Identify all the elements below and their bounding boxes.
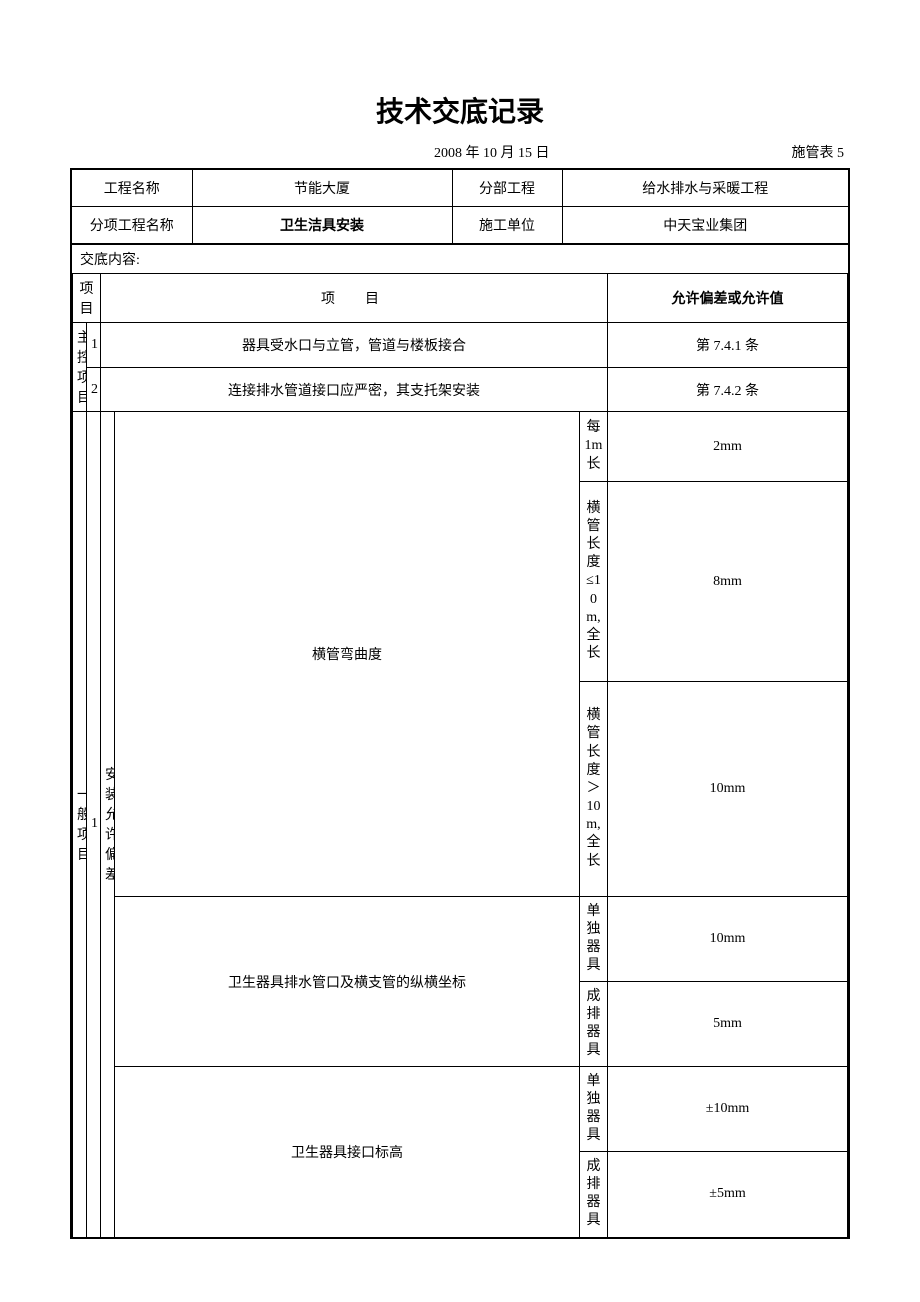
main-form: 工程名称 节能大厦 分部工程 给水排水与采暖工程 分项工程名称 卫生洁具安装 施… (70, 168, 850, 1239)
table-row: 主控项目 1 器具受水口与立管，管道与楼板接合 第 7.4.1 条 (73, 323, 848, 368)
row-tolerance: 第 7.4.1 条 (608, 323, 848, 368)
value-unit: 中天宝业集团 (562, 207, 848, 244)
row-num: 1 (87, 323, 101, 368)
label-subitem: 分项工程名称 (72, 207, 192, 244)
col-item: 项 目 (101, 274, 608, 323)
row-tolerance: ±10mm (608, 1067, 848, 1152)
header-table: 工程名称 节能大厦 分部工程 给水排水与采暖工程 分项工程名称 卫生洁具安装 施… (72, 170, 848, 244)
table-row: 一般项目 1 安装允许偏差 横管弯曲度 每1m长 2mm (73, 412, 848, 482)
row-item: 连接排水管道接口应严密，其支托架安装 (101, 368, 608, 412)
value-project-name: 节能大厦 (192, 170, 452, 207)
table-header-row: 项目 项 目 允许偏差或允许值 (73, 274, 848, 323)
row-tolerance: 第 7.4.2 条 (608, 368, 848, 412)
row-spec: 单独器具 (580, 897, 608, 982)
label-division: 分部工程 (452, 170, 562, 207)
row-spec: 每1m长 (580, 412, 608, 482)
row-item: 卫生器具排水管口及横支管的纵横坐标 (115, 897, 580, 1067)
group-general: 一般项目 (73, 412, 87, 1237)
label-project-name: 工程名称 (72, 170, 192, 207)
row-num: 2 (87, 368, 101, 412)
label-unit: 施工单位 (452, 207, 562, 244)
row-tolerance: ±5mm (608, 1152, 848, 1237)
row-spec: 横管长度＞10m,全长 (580, 682, 608, 897)
row-item: 器具受水口与立管，管道与楼板接合 (101, 323, 608, 368)
content-table: 项目 项 目 允许偏差或允许值 主控项目 1 器具受水口与立管，管道与楼板接合 … (72, 273, 848, 1237)
form-number: 施管表 5 (792, 142, 849, 162)
row-item: 卫生器具接口标高 (115, 1067, 580, 1237)
col-group: 项目 (73, 274, 101, 323)
value-subitem: 卫生洁具安装 (192, 207, 452, 244)
row-tolerance: 10mm (608, 897, 848, 982)
row-tolerance: 10mm (608, 682, 848, 897)
col-tolerance: 允许偏差或允许值 (608, 274, 848, 323)
document-title: 技术交底记录 (70, 90, 850, 130)
gen-sublabel: 安装允许偏差 (101, 412, 115, 1237)
gen-num: 1 (87, 412, 101, 1237)
row-spec: 成排器具 (580, 1152, 608, 1237)
row-tolerance: 8mm (608, 482, 848, 682)
group-main-control: 主控项目 (73, 323, 87, 412)
row-item: 横管弯曲度 (115, 412, 580, 897)
table-row: 卫生器具排水管口及横支管的纵横坐标 单独器具 10mm (73, 897, 848, 982)
value-division: 给水排水与采暖工程 (562, 170, 848, 207)
row-spec: 成排器具 (580, 982, 608, 1067)
content-label: 交底内容: (72, 244, 848, 273)
row-tolerance: 2mm (608, 412, 848, 482)
subtitle-row: 2008 年 10 月 15 日 施管表 5 (70, 142, 850, 162)
row-spec: 单独器具 (580, 1067, 608, 1152)
table-row: 2 连接排水管道接口应严密，其支托架安装 第 7.4.2 条 (73, 368, 848, 412)
row-spec: 横管长度≤10m,全长 (580, 482, 608, 682)
row-tolerance: 5mm (608, 982, 848, 1067)
date-text: 2008 年 10 月 15 日 (72, 142, 792, 162)
table-row: 卫生器具接口标高 单独器具 ±10mm (73, 1067, 848, 1152)
